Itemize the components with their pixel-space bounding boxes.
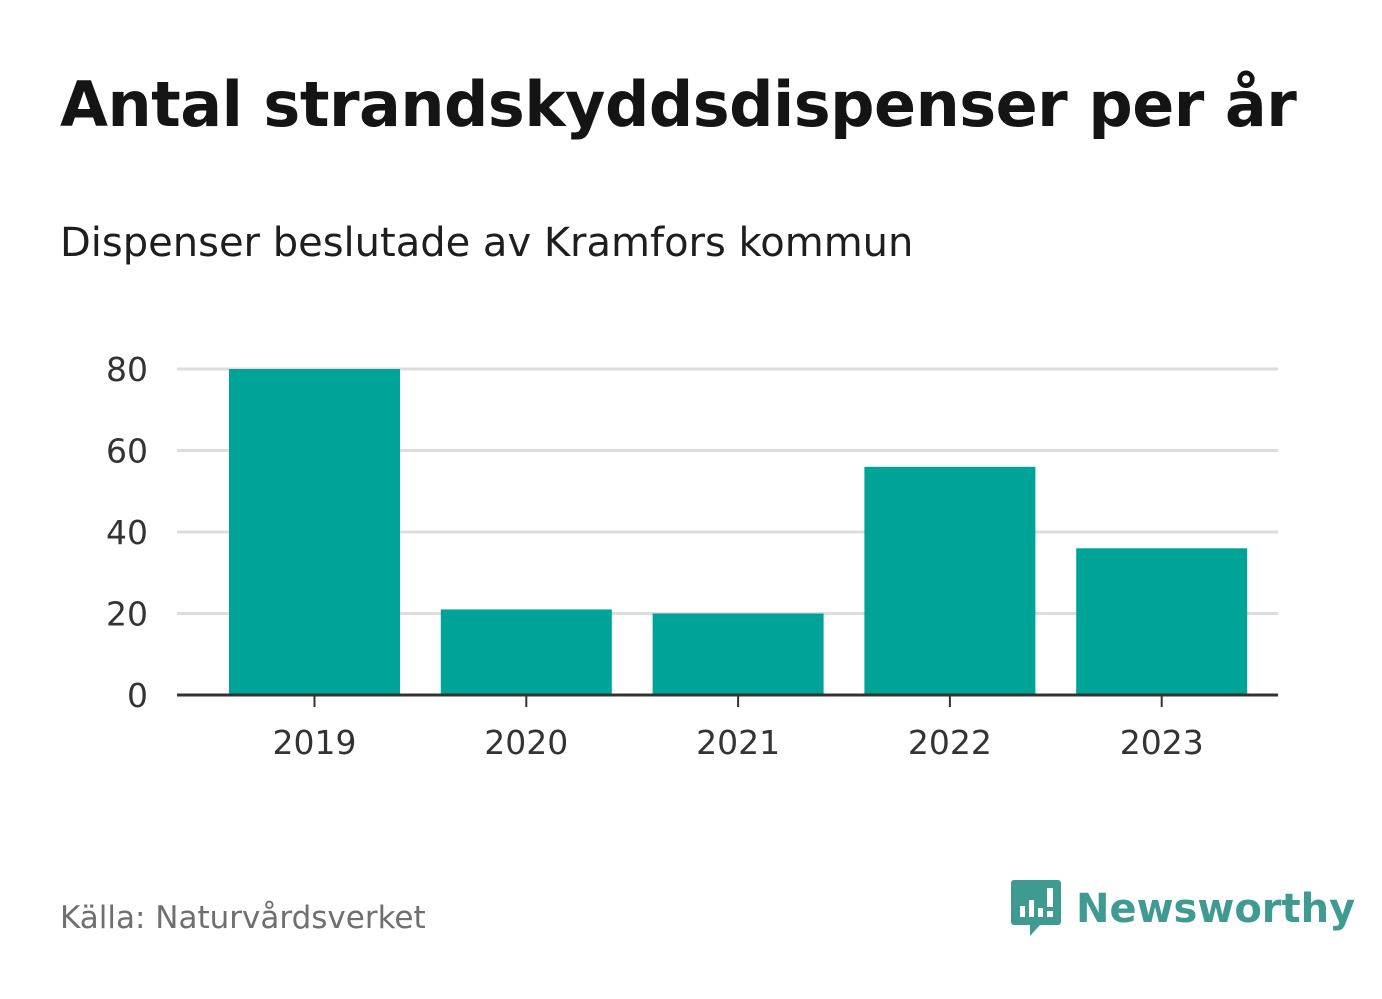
brand-name: Newsworthy [1076,886,1356,932]
x-tick-label: 2020 [484,723,568,762]
chart-title: Antal strandskyddsdispenser per år [60,68,1297,141]
y-tick-label: 60 [106,432,148,471]
bar-2020 [440,609,612,695]
y-axis-ticks: 0 20 40 60 80 [106,350,148,715]
brand-logo: Newsworthy [1010,878,1355,940]
bars [229,369,1248,695]
bar-2022 [864,466,1036,695]
x-tick-label: 2019 [273,723,357,762]
x-tick-label: 2023 [1120,723,1204,762]
x-tick-label: 2021 [696,723,780,762]
chart-subtitle: Dispenser beslutade av Kramfors kommun [60,220,914,266]
source-note: Källa: Naturvårdsverket [60,900,426,936]
y-tick-label: 20 [106,595,148,634]
y-tick-label: 40 [106,513,148,552]
newsworthy-logo-icon [1011,880,1061,936]
y-tick-label: 80 [106,350,148,389]
bar-2019 [229,369,400,695]
x-axis-ticks: 2019 2020 2021 2022 2023 [273,695,1204,762]
x-tick-label: 2022 [908,723,992,762]
y-tick-label: 0 [127,676,148,715]
bar-2021 [652,613,824,695]
bar-2023 [1076,548,1248,695]
